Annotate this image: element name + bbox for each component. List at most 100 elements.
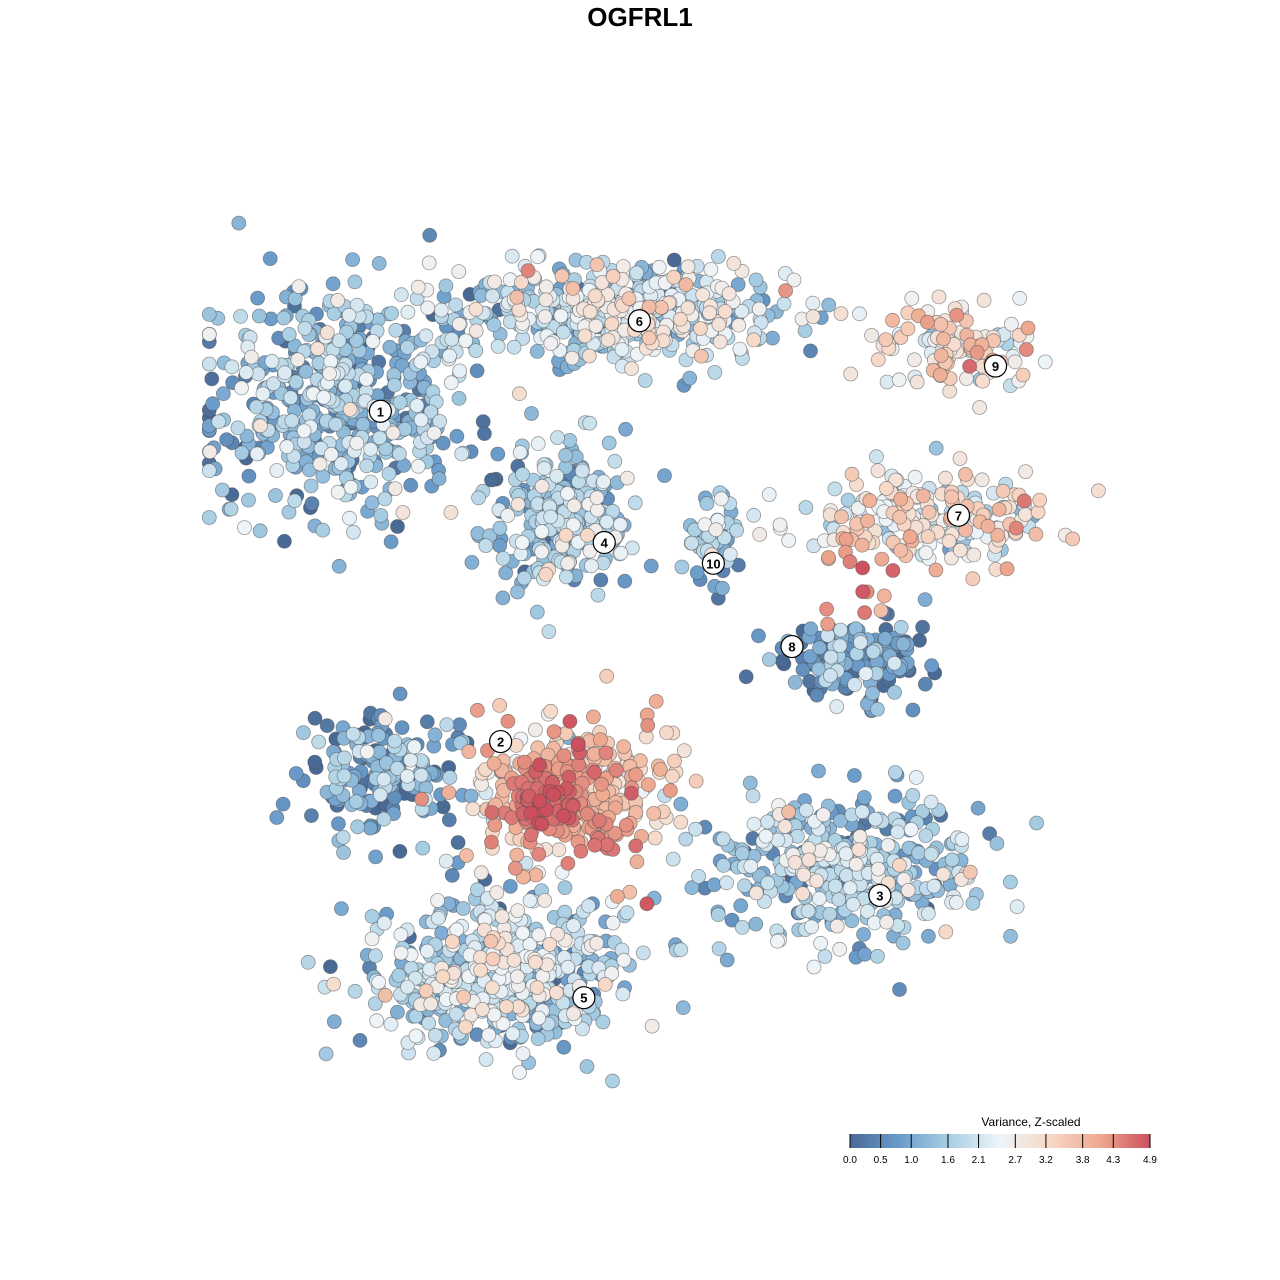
data-point: [383, 534, 399, 550]
data-point: [352, 1033, 368, 1048]
data-point: [921, 928, 936, 944]
data-point: [336, 845, 351, 860]
data-point: [304, 496, 320, 512]
data-point: [657, 468, 672, 484]
data-point: [689, 565, 705, 581]
data-point: [989, 836, 1005, 851]
data-point: [326, 1014, 342, 1029]
data-point: [733, 898, 749, 914]
data-point: [673, 796, 689, 812]
data-point: [856, 790, 872, 805]
data-point: [427, 727, 443, 743]
data-point: [464, 555, 480, 570]
data-point: [322, 959, 338, 975]
data-point: [394, 720, 410, 735]
data-point: [738, 669, 754, 685]
data-point: [449, 428, 465, 444]
data-point: [530, 1031, 546, 1047]
data-point: [490, 446, 506, 462]
data-point: [303, 478, 319, 494]
data-point: [275, 796, 291, 812]
data-point: [924, 658, 939, 674]
data-point: [847, 768, 862, 783]
data-point: [524, 406, 539, 421]
data-point: [905, 702, 921, 718]
data-point: [892, 982, 907, 997]
data-point: [715, 580, 730, 596]
data-point: [382, 339, 398, 355]
data-point: [219, 432, 235, 448]
data-point: [719, 952, 735, 968]
data-point: [877, 631, 893, 646]
data-point: [204, 371, 220, 387]
data-point: [241, 492, 256, 508]
data-point: [431, 471, 447, 487]
data-point: [887, 788, 903, 804]
data-point: [684, 880, 700, 896]
data-point: [795, 662, 811, 678]
data-point: [557, 880, 573, 895]
data-point: [298, 364, 314, 379]
data-point: [288, 766, 304, 781]
data-point: [556, 1039, 572, 1055]
data-point: [269, 810, 285, 825]
data-point: [895, 636, 911, 652]
data-point: [821, 297, 837, 313]
data-point: [252, 523, 268, 539]
data-point: [917, 592, 933, 607]
data-point: [295, 725, 311, 741]
data-point: [315, 522, 331, 538]
data-point: [1029, 815, 1044, 831]
data-point: [643, 558, 659, 574]
data-point: [476, 426, 492, 442]
chart-title: OGFRL1: [587, 2, 693, 32]
data-point: [205, 396, 221, 412]
data-point: [368, 849, 384, 865]
data-point: [392, 686, 408, 702]
data-point: [895, 935, 911, 951]
data-point: [601, 435, 617, 451]
data-point: [435, 435, 451, 451]
data-point: [307, 754, 323, 770]
data-point: [915, 619, 930, 635]
data-point: [751, 628, 766, 644]
colorbar-title: Variance, Z-scaled: [981, 1115, 1080, 1129]
data-point: [444, 868, 460, 883]
data-point: [510, 584, 525, 600]
data-point: [666, 252, 682, 268]
data-point: [390, 519, 405, 534]
data-point: [675, 1000, 691, 1016]
data-point: [455, 901, 471, 916]
data-point: [811, 763, 826, 779]
data-point: [303, 808, 319, 823]
data-point: [682, 370, 698, 386]
data-point: [844, 913, 860, 929]
data-point: [325, 276, 341, 292]
data-point: [389, 1004, 405, 1020]
data-point: [617, 573, 633, 589]
data-point: [330, 816, 346, 832]
colorbar-tick-label: 3.8: [1076, 1155, 1090, 1166]
data-point: [802, 649, 818, 664]
colorbar-tick-label: 1.6: [941, 1155, 955, 1166]
data-point: [307, 710, 323, 726]
data-point: [250, 290, 266, 306]
data-point: [345, 252, 361, 268]
data-point: [1003, 928, 1018, 944]
data-point: [486, 317, 502, 333]
data-point: [699, 496, 715, 511]
data-point: [450, 835, 466, 850]
data-point: [812, 640, 827, 656]
data-point: [262, 251, 278, 267]
data-point: [331, 558, 347, 574]
data-point: [498, 565, 514, 581]
colorbar-tick-label: 3.2: [1039, 1155, 1053, 1166]
data-point: [348, 333, 364, 348]
colorbar-tick-label: 4.3: [1106, 1155, 1120, 1166]
data-point: [558, 447, 573, 463]
data-point: [276, 310, 292, 326]
data-point: [251, 308, 267, 324]
data-point: [803, 621, 818, 637]
data-point: [214, 482, 230, 498]
data-point: [371, 255, 387, 271]
